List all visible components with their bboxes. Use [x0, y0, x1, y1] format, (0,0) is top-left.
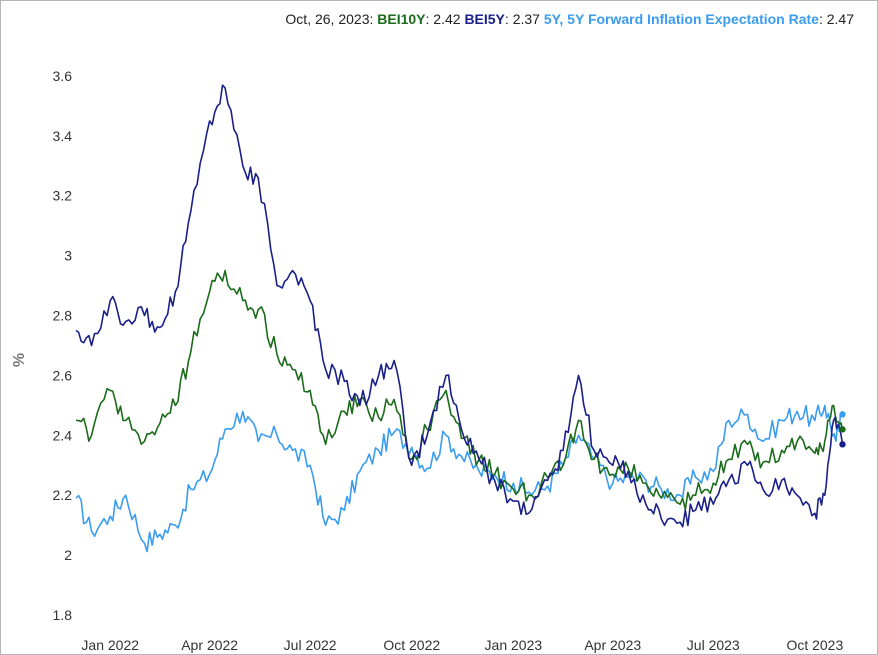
y-tick-label: 3.2 [53, 188, 73, 204]
x-tick-label: Jan 2022 [81, 637, 139, 653]
end-markers [839, 411, 846, 448]
y-tick-label: 2.6 [53, 367, 73, 383]
legend-series-bei10y: BEI10Y [377, 11, 426, 27]
series-line[interactable] [75, 269, 844, 510]
series-end-marker [839, 411, 846, 418]
x-tick-label: Jan 2023 [485, 637, 543, 653]
series-end-marker [839, 426, 846, 433]
series-line[interactable] [75, 404, 843, 553]
legend-value-bei10y: 2.42 [433, 11, 461, 27]
legend-date: Oct, 26, 2023 [285, 11, 370, 27]
y-tick-label: 2.8 [53, 308, 73, 324]
legend-value-5y5y: 2.47 [826, 11, 854, 27]
y-tick-label: 2.4 [53, 427, 73, 443]
y-tick-label: 1.8 [53, 607, 73, 623]
y-tick-label: 3 [64, 248, 72, 264]
y-tick-label: 2.2 [53, 487, 73, 503]
y-tick-label: 2 [64, 547, 72, 563]
x-tick-label: Oct 2023 [786, 637, 843, 653]
x-tick-label: Apr 2022 [181, 637, 238, 653]
x-tick-label: Jul 2022 [284, 637, 337, 653]
hover-legend: Oct, 26, 2023: BEI10Y: 2.42 BEI5Y: 2.37 … [285, 11, 854, 27]
legend-value-bei5y: 2.37 [512, 11, 540, 27]
legend-series-5y5y: 5Y, 5Y Forward Inflation Expectation Rat… [543, 11, 819, 27]
plot-area[interactable] [75, 84, 844, 553]
x-axis: Jan 2022 Apr 2022 Jul 2022 Oct 2022 Jan 2023… [81, 637, 843, 653]
y-axis: 1.8 2 2.2 2.4 2.6 2.8 3 3.2 3.4 3.6% [11, 68, 72, 623]
series-end-marker [839, 441, 846, 448]
x-tick-label: Oct 2022 [383, 637, 440, 653]
series-line[interactable] [75, 84, 844, 528]
x-tick-label: Jul 2023 [687, 637, 740, 653]
x-tick-label: Apr 2023 [584, 637, 641, 653]
legend-series-bei5y: BEI5Y [464, 11, 505, 27]
y-axis-label: % [11, 353, 28, 367]
y-tick-label: 3.6 [53, 68, 73, 84]
y-tick-label: 3.4 [53, 128, 73, 144]
